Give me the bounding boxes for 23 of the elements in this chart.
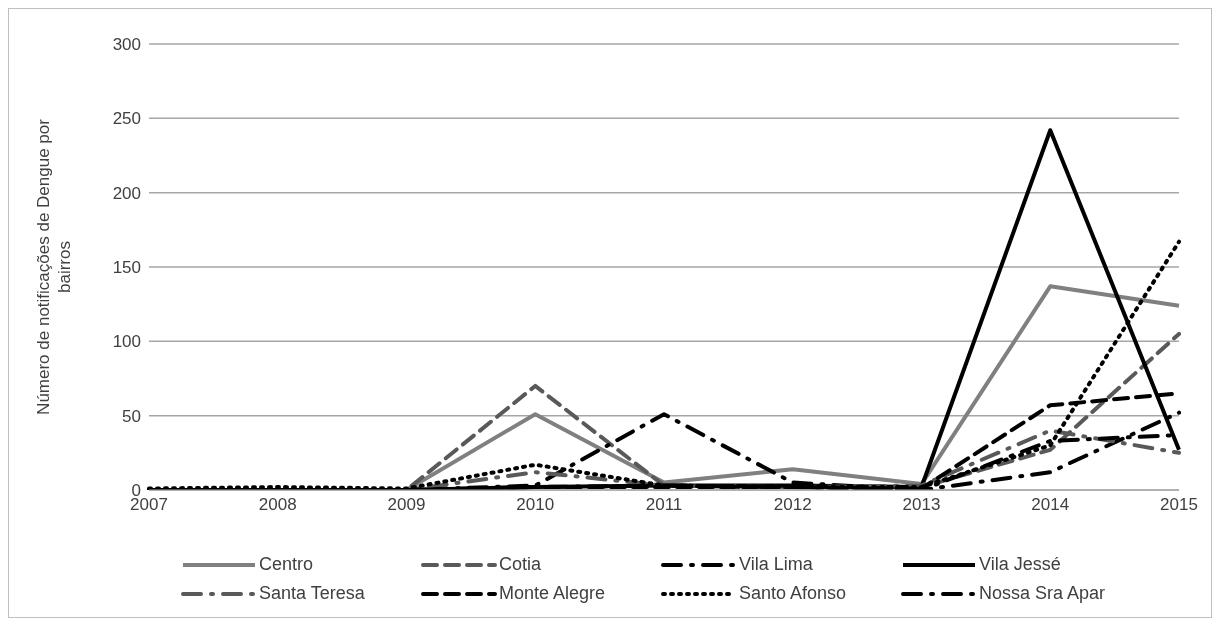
x-tick-label: 2011 — [645, 495, 683, 515]
y-tick-label: 50 — [122, 406, 141, 426]
x-tick-label: 2015 — [1160, 495, 1198, 515]
legend-label: Santo Afonso — [739, 583, 847, 604]
x-tick-label: 2012 — [773, 495, 812, 515]
legend-label: Santa Teresa — [259, 583, 365, 604]
legend-label: Cotia — [499, 554, 542, 575]
legend-label: Centro — [259, 554, 314, 575]
y-tick-label: 300 — [112, 35, 141, 55]
y-axis-title: Número de notificações de Dengue por bairros — [34, 118, 74, 415]
y-tick-label: 250 — [112, 109, 141, 129]
x-tick-label: 2013 — [902, 495, 941, 515]
legend-label: Monte Alegre — [499, 583, 606, 604]
x-tick-label: 2014 — [1031, 495, 1070, 515]
legend-label: Vila Lima — [739, 554, 813, 575]
y-tick-label: 150 — [112, 258, 141, 278]
legend-label: Vila Jessé — [979, 554, 1061, 575]
x-tick-label: 2008 — [258, 495, 297, 515]
y-tick-label: 100 — [112, 332, 141, 352]
legend-label: Nossa Sra Apar — [979, 583, 1106, 604]
x-tick-label: 2009 — [387, 495, 426, 515]
x-tick-label: 2010 — [516, 495, 555, 515]
y-tick-label: 200 — [112, 183, 141, 203]
